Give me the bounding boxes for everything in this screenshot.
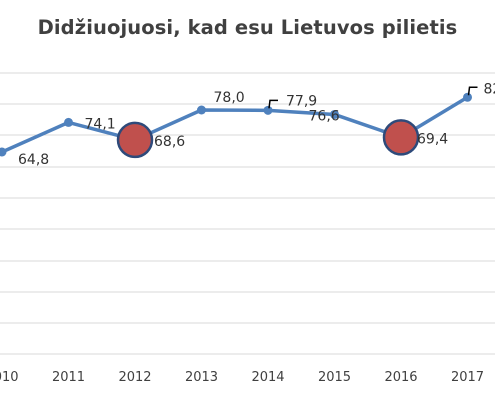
data-point-2011	[64, 117, 73, 127]
x-tick-label-2011: 2011	[52, 370, 85, 385]
chart-title: Didžiuojuosi, kad esu Lietuvos pilietis	[37, 16, 458, 39]
data-label-2012: 68,6	[154, 134, 185, 150]
x-tick-label-2014: 2014	[251, 370, 284, 385]
data-point-2017	[463, 92, 472, 102]
highlight-point-2016	[382, 119, 420, 156]
x-tick-label-2017: 2017	[451, 370, 484, 385]
x-tick-label-2010: 2010	[0, 370, 19, 385]
callout-leader-2017	[467, 86, 478, 96]
data-point-2014	[263, 105, 273, 115]
x-axis: 2010 2011 2012 2013 2014 2015 2016 2017	[0, 353, 495, 385]
x-tick-label-2012: 2012	[118, 370, 151, 385]
data-labels: 64,8 74,1 68,6 78,0 77,976,6 69,4 82	[18, 81, 495, 168]
data-label-2015: 76,6	[309, 108, 340, 124]
data-label-2014: 77,9	[286, 93, 317, 109]
data-label-2016: 69,4	[417, 131, 448, 147]
callout-leader-2014	[268, 99, 278, 109]
x-tick-label-2015: 2015	[318, 370, 351, 385]
data-label-2013: 78,0	[214, 90, 245, 106]
data-point-2015	[330, 109, 339, 119]
highlight-point-2012	[116, 121, 154, 159]
data-label-2011: 74,1	[85, 116, 116, 132]
data-label-2010: 64,8	[18, 152, 49, 168]
x-tick-label-2016: 2016	[384, 370, 417, 385]
data-point-2010	[0, 147, 7, 157]
data-point-2013	[197, 105, 206, 115]
x-tick-label-2013: 2013	[185, 370, 218, 385]
data-points	[0, 92, 472, 159]
data-label-2017: 82	[484, 81, 495, 97]
